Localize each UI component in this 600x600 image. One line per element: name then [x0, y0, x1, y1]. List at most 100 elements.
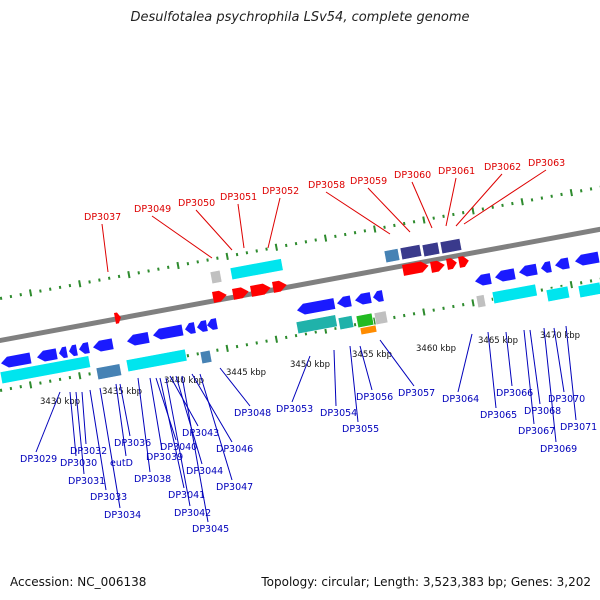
gene-label-bottom: DP3030: [60, 458, 97, 469]
tick-mark-top: [117, 274, 121, 279]
tick-mark-top: [579, 189, 583, 193]
tick-mark-top: [274, 243, 279, 251]
tick-mark-top: [127, 270, 131, 279]
gene-label-bottom: DP3071: [560, 422, 597, 433]
gene-label-top: DP3063: [528, 158, 565, 169]
tick-mark-bottom: [235, 344, 239, 349]
cds-box-top: [439, 238, 463, 255]
leader-line-top: [411, 181, 433, 229]
leader-line-bottom: [89, 389, 107, 491]
forward-gene-arrow: [430, 260, 445, 273]
accession-label: Accession: NC_006138: [10, 575, 147, 589]
leader-line-bottom: [191, 373, 233, 443]
tick-mark-bottom: [186, 354, 190, 358]
leader-line-bottom: [69, 391, 77, 457]
leader-line-bottom: [169, 375, 199, 427]
forward-gene-arrow: [114, 312, 121, 324]
tick-mark-bottom: [216, 348, 219, 352]
tick-mark-top: [412, 220, 416, 224]
reverse-gene-arrow: [373, 290, 384, 302]
tick-mark-top: [107, 276, 111, 280]
leader-line-bottom: [529, 329, 541, 405]
tick-mark-bottom: [225, 344, 229, 353]
tick-mark-bottom: [274, 335, 279, 343]
tilted-tracks: [0, 185, 600, 392]
cds-box-bottom: [577, 281, 600, 299]
gene-label-bottom: DP3056: [356, 392, 393, 403]
gene-label-top: DP3062: [484, 162, 521, 173]
cds-box-top: [209, 269, 223, 285]
tick-mark-top: [491, 205, 494, 209]
reverse-gene-arrow: [337, 295, 352, 308]
reverse-gene-arrow: [93, 338, 114, 352]
genome-summary: Topology: circular; Length: 3,523,383 bp…: [261, 575, 591, 589]
tick-mark-top: [284, 243, 288, 248]
tick-mark-top: [461, 211, 465, 215]
tick-mark-bottom: [540, 288, 544, 292]
reverse-gene-arrow: [297, 298, 336, 315]
reverse-gene-arrow: [475, 273, 492, 286]
gene-label-bottom: DP3046: [216, 444, 253, 455]
tick-mark-top: [9, 294, 13, 299]
leader-line-top: [325, 191, 391, 235]
gene-label-bottom: DP3042: [174, 508, 211, 519]
gene-label-bottom: DP3068: [524, 406, 561, 417]
gene-label-bottom: DP3039: [146, 452, 183, 463]
tick-mark-bottom: [569, 280, 573, 289]
leader-line-bottom: [219, 367, 251, 407]
cds-box-bottom: [199, 349, 213, 365]
gene-label-bottom: DP3047: [216, 482, 253, 493]
tick-mark-bottom: [68, 375, 72, 380]
forward-gene-arrow: [231, 287, 249, 300]
tick-mark-bottom: [28, 381, 33, 389]
tick-mark-top: [196, 260, 199, 264]
leader-line-bottom: [137, 377, 151, 473]
leader-line-top: [267, 197, 281, 249]
tick-mark-top: [78, 280, 82, 288]
leader-line-bottom: [349, 345, 359, 423]
gene-label-top: DP3037: [84, 212, 121, 223]
gene-label-top: DP3050: [178, 198, 215, 209]
tick-mark-bottom: [9, 386, 13, 391]
cds-box-top: [229, 258, 284, 281]
reverse-gene-arrow: [59, 346, 68, 359]
cds-box-bottom: [359, 324, 378, 336]
leader-line-bottom: [35, 391, 61, 453]
kbp-label: 3460 kbp: [416, 344, 456, 354]
kbp-label: 3470 kbp: [540, 331, 580, 341]
forward-gene-arrow: [446, 258, 457, 270]
tick-mark-top: [442, 214, 445, 218]
tick-mark-top: [19, 293, 22, 297]
gene-label-bottom: DP3053: [276, 404, 313, 415]
tick-mark-bottom: [19, 385, 22, 389]
leader-line-bottom: [119, 383, 131, 437]
tick-mark-bottom: [334, 326, 337, 331]
tick-mark-top: [157, 267, 160, 271]
tick-mark-top: [0, 296, 3, 300]
leader-line-top: [445, 177, 457, 227]
tick-mark-top: [402, 221, 406, 226]
tick-mark-top: [147, 269, 150, 273]
tick-mark-top: [481, 207, 485, 211]
leader-line-top: [151, 215, 213, 259]
cds-box-bottom: [95, 363, 123, 381]
tick-mark-bottom: [353, 323, 357, 327]
tick-mark-top: [225, 252, 229, 261]
tick-mark-top: [314, 238, 317, 242]
reverse-gene-arrow: [37, 348, 58, 362]
tick-mark-top: [28, 289, 33, 297]
kbp-label: 3440 kbp: [164, 376, 204, 386]
leader-line-bottom: [523, 329, 535, 425]
tick-mark-top: [176, 261, 180, 270]
reverse-gene-arrow: [495, 268, 516, 282]
leader-line-bottom: [175, 375, 203, 465]
tick-mark-top: [432, 216, 435, 220]
tick-mark-bottom: [39, 381, 42, 385]
tick-mark-bottom: [432, 308, 435, 312]
kbp-label: 3430 kbp: [40, 397, 80, 407]
cds-box-bottom: [491, 283, 538, 305]
gene-label-bottom: DP3064: [442, 394, 479, 405]
tick-mark-top: [422, 216, 426, 224]
gene-label-bottom: DP3036: [114, 438, 151, 449]
